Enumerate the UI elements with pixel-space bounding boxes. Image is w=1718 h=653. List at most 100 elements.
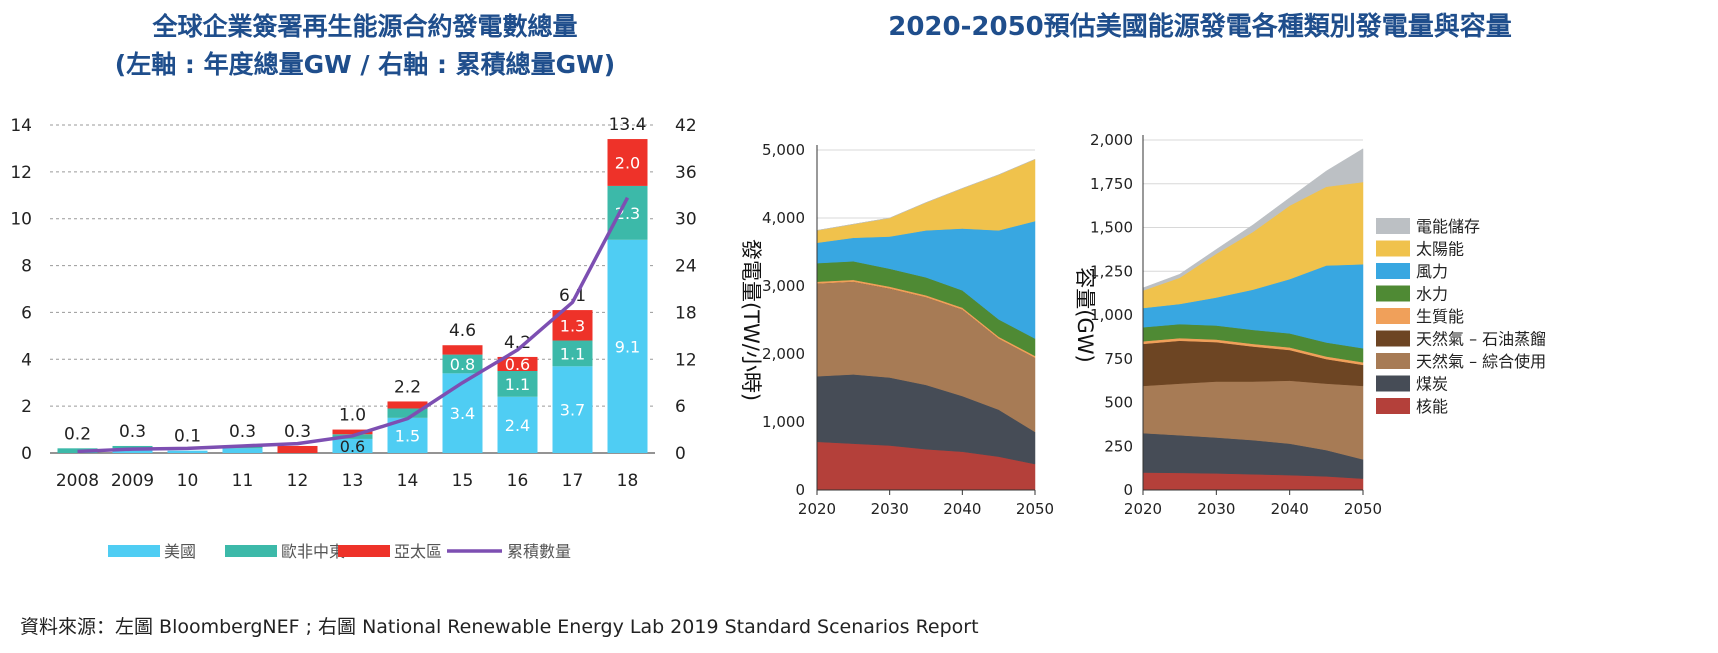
bar-segment [497, 356, 538, 371]
y-tick-label: 0 [21, 444, 32, 464]
legend-swatch [108, 545, 160, 557]
bar-segment [387, 408, 428, 418]
y2-tick-label: 12 [675, 350, 697, 370]
bar-total-label: 1.0 [339, 406, 366, 426]
legend-swatch [1376, 240, 1410, 257]
legend-label: 亞太區 [394, 542, 442, 561]
area-series-8 [1142, 148, 1364, 291]
bar-chart-corporate-ppa: 02468101214061218243036420.220080.320090… [10, 115, 696, 561]
y-tick-label: 12 [10, 163, 32, 183]
bar-total-label: 0.3 [284, 422, 311, 442]
bar-segment-label: 1.1 [505, 375, 530, 394]
x-tick-label: 11 [232, 471, 254, 491]
y-tick-label: 14 [10, 116, 32, 136]
y-tick-label: 6 [21, 303, 32, 323]
bar-segment [497, 371, 538, 397]
x-tick-label: 15 [452, 471, 474, 491]
y2-tick-label: 18 [675, 303, 697, 323]
x-tick-label: 2008 [56, 471, 99, 491]
legend-label: 天然氣 – 綜合使用 [1416, 352, 1546, 371]
legend-label: 美國 [164, 542, 196, 561]
x-tick-label: 2050 [1344, 500, 1382, 518]
bar-segment [167, 450, 208, 453]
bar-total-label: 0.1 [174, 427, 201, 447]
legend-swatch [1376, 353, 1410, 369]
bar-segment [112, 445, 153, 449]
source-note: 資料來源：左圖 BloombergNEF ; 右圖 National Renew… [20, 616, 979, 638]
bar-total-label: 0.3 [229, 422, 256, 442]
left-chart-title: 全球企業簽署再生能源合約發電數總量 (左軸 : 年度總量GW / 右軸 : 累積… [60, 8, 670, 84]
y-axis-label: 容量(GW) [1073, 267, 1097, 362]
x-tick-label: 18 [617, 471, 639, 491]
y-tick-label: 2,000 [762, 345, 805, 363]
y-tick-label: 1,000 [762, 413, 805, 431]
legend-label: 煤炭 [1416, 375, 1448, 394]
bar-segment [387, 401, 428, 409]
bar-segment-label: 3.4 [450, 404, 475, 423]
x-tick-label: 2050 [1016, 500, 1054, 518]
right-chart-title: 2020-2050預估美國能源發電各種類別發電量與容量 [888, 12, 1512, 42]
legend-label: 太陽能 [1416, 240, 1464, 259]
bar-total-label: 4.6 [449, 321, 476, 341]
y-tick-label: 500 [1104, 394, 1133, 412]
x-tick-label: 2040 [1271, 500, 1309, 518]
left-title-line2: (左軸 : 年度總量GW / 右軸 : 累積總量GW) [114, 50, 616, 79]
x-tick-label: 2030 [871, 500, 909, 518]
area-series-8 [816, 159, 1036, 231]
x-tick-label: 17 [562, 471, 584, 491]
x-tick-label: 2020 [798, 500, 836, 518]
y-tick-label: 750 [1104, 350, 1133, 368]
y2-tick-label: 42 [675, 116, 697, 136]
bar-total-label: 13.4 [609, 115, 647, 135]
bar-segment-label: 2.0 [615, 153, 640, 172]
area-chart-capacity: 0 250 500 750 1,000 1,250 1,500 1,750 2,000 2020 2… [1073, 131, 1382, 518]
bar-segment [332, 438, 373, 453]
bar-segment [607, 185, 648, 240]
legend-swatch [338, 545, 390, 557]
y-tick-label: 4 [21, 350, 32, 370]
legend-label: 水力 [1416, 285, 1448, 304]
y-tick-label: 2,000 [1090, 131, 1133, 149]
legend-swatch [1376, 285, 1410, 302]
legend-label: 累積數量 [507, 542, 571, 561]
x-tick-label: 14 [397, 471, 419, 491]
legend-swatch [1376, 218, 1410, 234]
legend-label: 電能儲存 [1416, 217, 1480, 236]
y-tick-label: 10 [10, 210, 32, 230]
legend-label: 天然氣 – 石油蒸餾 [1416, 330, 1546, 349]
left-title-line1: 全球企業簽署再生能源合約發電數總量 [152, 12, 578, 41]
legend-swatch [1376, 263, 1410, 279]
y-tick-label: 5,000 [762, 141, 805, 159]
bar-segment [442, 345, 483, 355]
y-tick-label: 3,000 [762, 277, 805, 295]
legend-label: 生質能 [1416, 307, 1464, 326]
y-tick-label: 4,000 [762, 209, 805, 227]
legend-label: 核能 [1416, 397, 1448, 416]
y2-tick-label: 36 [675, 163, 697, 183]
bar-segment [497, 396, 538, 453]
bar-segment [277, 445, 318, 453]
y2-tick-label: 6 [675, 397, 686, 417]
bar-segment [607, 239, 648, 453]
bar-total-label: 4.2 [504, 333, 531, 353]
y-axis-label: 發電量(TW/小時) [739, 239, 763, 401]
y2-tick-label: 24 [675, 257, 697, 277]
bar-segment-label: 0.6 [505, 355, 530, 374]
bar-segment [552, 366, 593, 453]
legend-swatch [1376, 308, 1410, 324]
bar-segment-label: 3.7 [560, 401, 585, 420]
bar-segment-label: 1.1 [560, 344, 585, 363]
bar-segment [332, 429, 373, 435]
bar-segment [607, 139, 648, 186]
y-tick-label: 0 [1123, 481, 1133, 499]
cumulative-line [77, 196, 630, 454]
legend-swatch [1376, 375, 1410, 392]
bar-segment-label: 1.5 [395, 426, 420, 445]
y-tick-label: 1,000 [1090, 306, 1133, 324]
bar-segment [442, 354, 483, 374]
bar-segment-label: 0.8 [450, 355, 475, 374]
bar-segment-label: 0.6 [340, 437, 365, 456]
legend-swatch [1376, 398, 1410, 414]
bar-total-label: 2.2 [394, 377, 421, 397]
